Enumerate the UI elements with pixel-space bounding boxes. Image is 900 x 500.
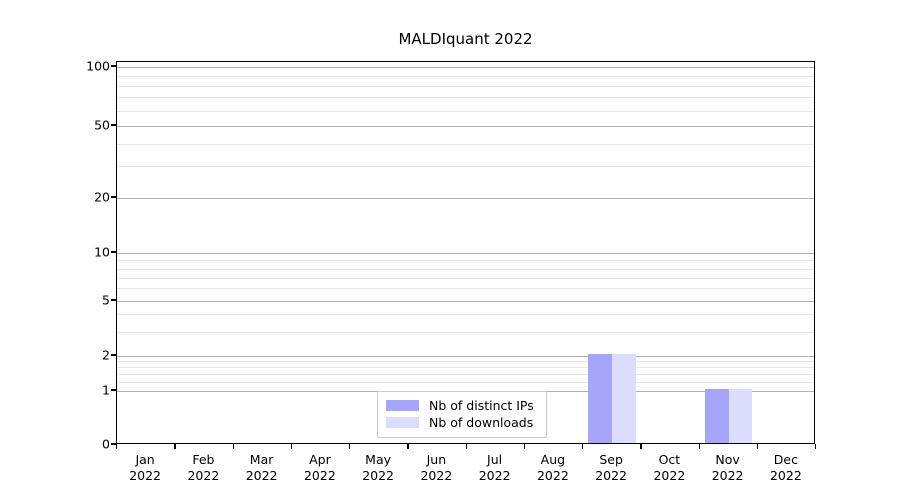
- gridline-minor: [117, 374, 814, 375]
- x-axis-tick-label: Mar 2022: [245, 452, 278, 483]
- chart-legend: Nb of distinct IPs Nb of downloads: [377, 391, 547, 438]
- gridline-minor: [117, 166, 814, 168]
- y-axis-tick-mark: [111, 354, 116, 356]
- y-axis-tick-mark: [111, 251, 116, 253]
- legend-item-label: Nb of distinct IPs: [429, 398, 534, 413]
- x-axis-tick-label: Oct 2022: [653, 452, 686, 483]
- x-axis-tick-mark: [523, 444, 526, 449]
- bar-distinct-ips: [588, 354, 613, 443]
- x-axis-labels: Jan 2022 Feb 2022 Mar 2022 Apr 2022 May 2022 Jun 20…: [116, 452, 815, 496]
- gridline-minor: [117, 76, 814, 77]
- gridline-minor: [117, 367, 814, 369]
- gridline-major: [117, 356, 814, 357]
- y-axis-tick-mark: [111, 196, 116, 198]
- gridline-minor: [117, 288, 814, 290]
- gridline-minor: [117, 268, 814, 270]
- x-axis-tick-mark: [698, 444, 700, 449]
- x-axis-tick-mark: [582, 444, 584, 449]
- x-axis-tick-label: May 2022: [362, 452, 394, 483]
- x-axis-tick-label: Nov 2022: [711, 452, 744, 483]
- gridline-minor: [117, 110, 814, 112]
- bar-distinct-ips: [704, 389, 729, 443]
- bar-downloads: [612, 354, 636, 443]
- x-axis-tick-label: Jan 2022: [129, 452, 161, 483]
- chart-title: MALDIquant 2022: [398, 30, 533, 48]
- gridline-major: [117, 126, 814, 127]
- legend-item-distinct-ips: Nb of distinct IPs: [386, 397, 538, 414]
- x-axis-tick-label: Aug 2022: [536, 452, 569, 483]
- gridline-minor: [117, 331, 814, 333]
- x-axis-tick-mark: [116, 444, 118, 449]
- gridline-minor: [117, 86, 814, 87]
- y-axis-tick-mark: [111, 443, 116, 445]
- bar-downloads: [728, 389, 753, 443]
- x-axis-tick-label: Jun 2022: [420, 452, 453, 483]
- y-axis-labels: 100 50 20 10 5 2 1 0: [64, 58, 110, 452]
- gridline-major: [117, 198, 814, 199]
- gridline-minor: [117, 277, 814, 279]
- x-axis-tick-mark: [465, 444, 467, 449]
- gridline-major: [117, 67, 814, 68]
- gridline-minor: [117, 260, 814, 262]
- legend-swatch-icon: [386, 417, 419, 428]
- y-axis-tick-mark: [111, 389, 116, 391]
- x-axis-tick-mark: [815, 444, 817, 449]
- x-axis-tick-label: Feb 2022: [187, 452, 220, 483]
- x-axis-tick-mark: [290, 444, 293, 449]
- x-axis-tick-label: Jul 2022: [478, 452, 511, 483]
- y-axis-tick-mark: [111, 124, 116, 126]
- gridline-major: [117, 301, 814, 302]
- y-axis-tick-label: 0: [102, 436, 110, 452]
- x-axis-tick-mark: [232, 444, 234, 449]
- x-axis-tick-mark: [407, 444, 409, 449]
- y-axis-tick-mark: [111, 299, 116, 301]
- gridline-minor: [117, 97, 814, 99]
- y-axis-ticks: [111, 61, 116, 445]
- y-axis-tick-label: 20: [94, 189, 110, 205]
- x-axis-tick-label: Dec 2022: [769, 452, 802, 483]
- y-axis-tick-label: 100: [86, 58, 110, 74]
- y-axis-tick-label: 2: [102, 347, 110, 363]
- x-axis-tick-mark: [174, 444, 176, 449]
- gridline-minor: [117, 143, 814, 145]
- gridline-minor: [117, 361, 814, 363]
- plot-area: [116, 61, 815, 444]
- gridline-minor: [117, 381, 814, 383]
- x-axis-tick-mark: [756, 444, 759, 449]
- y-axis-tick-label: 5: [102, 292, 110, 308]
- legend-item-downloads: Nb of downloads: [386, 414, 538, 431]
- legend-swatch-icon: [386, 400, 419, 411]
- x-axis-tick-mark: [640, 444, 642, 449]
- x-axis-tick-label: Apr 2022: [303, 452, 336, 483]
- x-axis-ticks: [116, 444, 817, 449]
- y-axis-tick-mark: [111, 65, 116, 67]
- x-axis-tick-mark: [349, 444, 351, 449]
- legend-item-label: Nb of downloads: [429, 415, 534, 430]
- gridline-major: [117, 253, 814, 254]
- gridline-minor: [117, 314, 814, 316]
- y-axis-tick-label: 10: [94, 244, 110, 260]
- x-axis-tick-label: Sep 2022: [595, 452, 627, 483]
- y-axis-tick-label: 50: [94, 117, 110, 133]
- y-axis-tick-label: 1: [102, 382, 110, 398]
